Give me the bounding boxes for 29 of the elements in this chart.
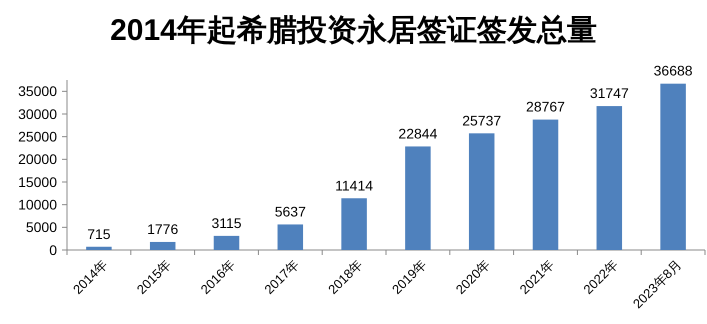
y-tick-label: 20000 (18, 151, 58, 168)
data-label: 22844 (398, 125, 438, 142)
y-tick-label: 30000 (18, 106, 58, 122)
y-tick-label: 5000 (26, 219, 58, 236)
chart-title: 2014年起希腊投资永居签证签发总量 (110, 13, 597, 47)
data-label: 715 (87, 226, 111, 242)
data-label: 3115 (211, 214, 242, 231)
y-tick-label: 10000 (18, 196, 58, 213)
y-tick-label: 15000 (18, 174, 58, 190)
bar (532, 120, 558, 250)
bar (596, 106, 622, 250)
data-label: 11414 (335, 177, 374, 194)
data-label: 25737 (462, 112, 502, 128)
data-label: 5637 (274, 203, 306, 220)
bar (86, 246, 112, 250)
bar (341, 198, 367, 250)
bar (214, 236, 240, 250)
data-label: 31747 (590, 85, 629, 102)
bar (405, 146, 431, 250)
y-tick-label: 0 (49, 242, 58, 258)
bar (278, 224, 304, 250)
data-label: 1776 (147, 220, 178, 237)
bar (468, 133, 494, 250)
data-label: 36688 (654, 62, 693, 79)
y-tick-label: 25000 (18, 128, 58, 145)
data-label: 28767 (526, 98, 566, 115)
bar (150, 242, 176, 250)
bar (660, 84, 686, 250)
y-tick-label: 35000 (18, 83, 58, 100)
